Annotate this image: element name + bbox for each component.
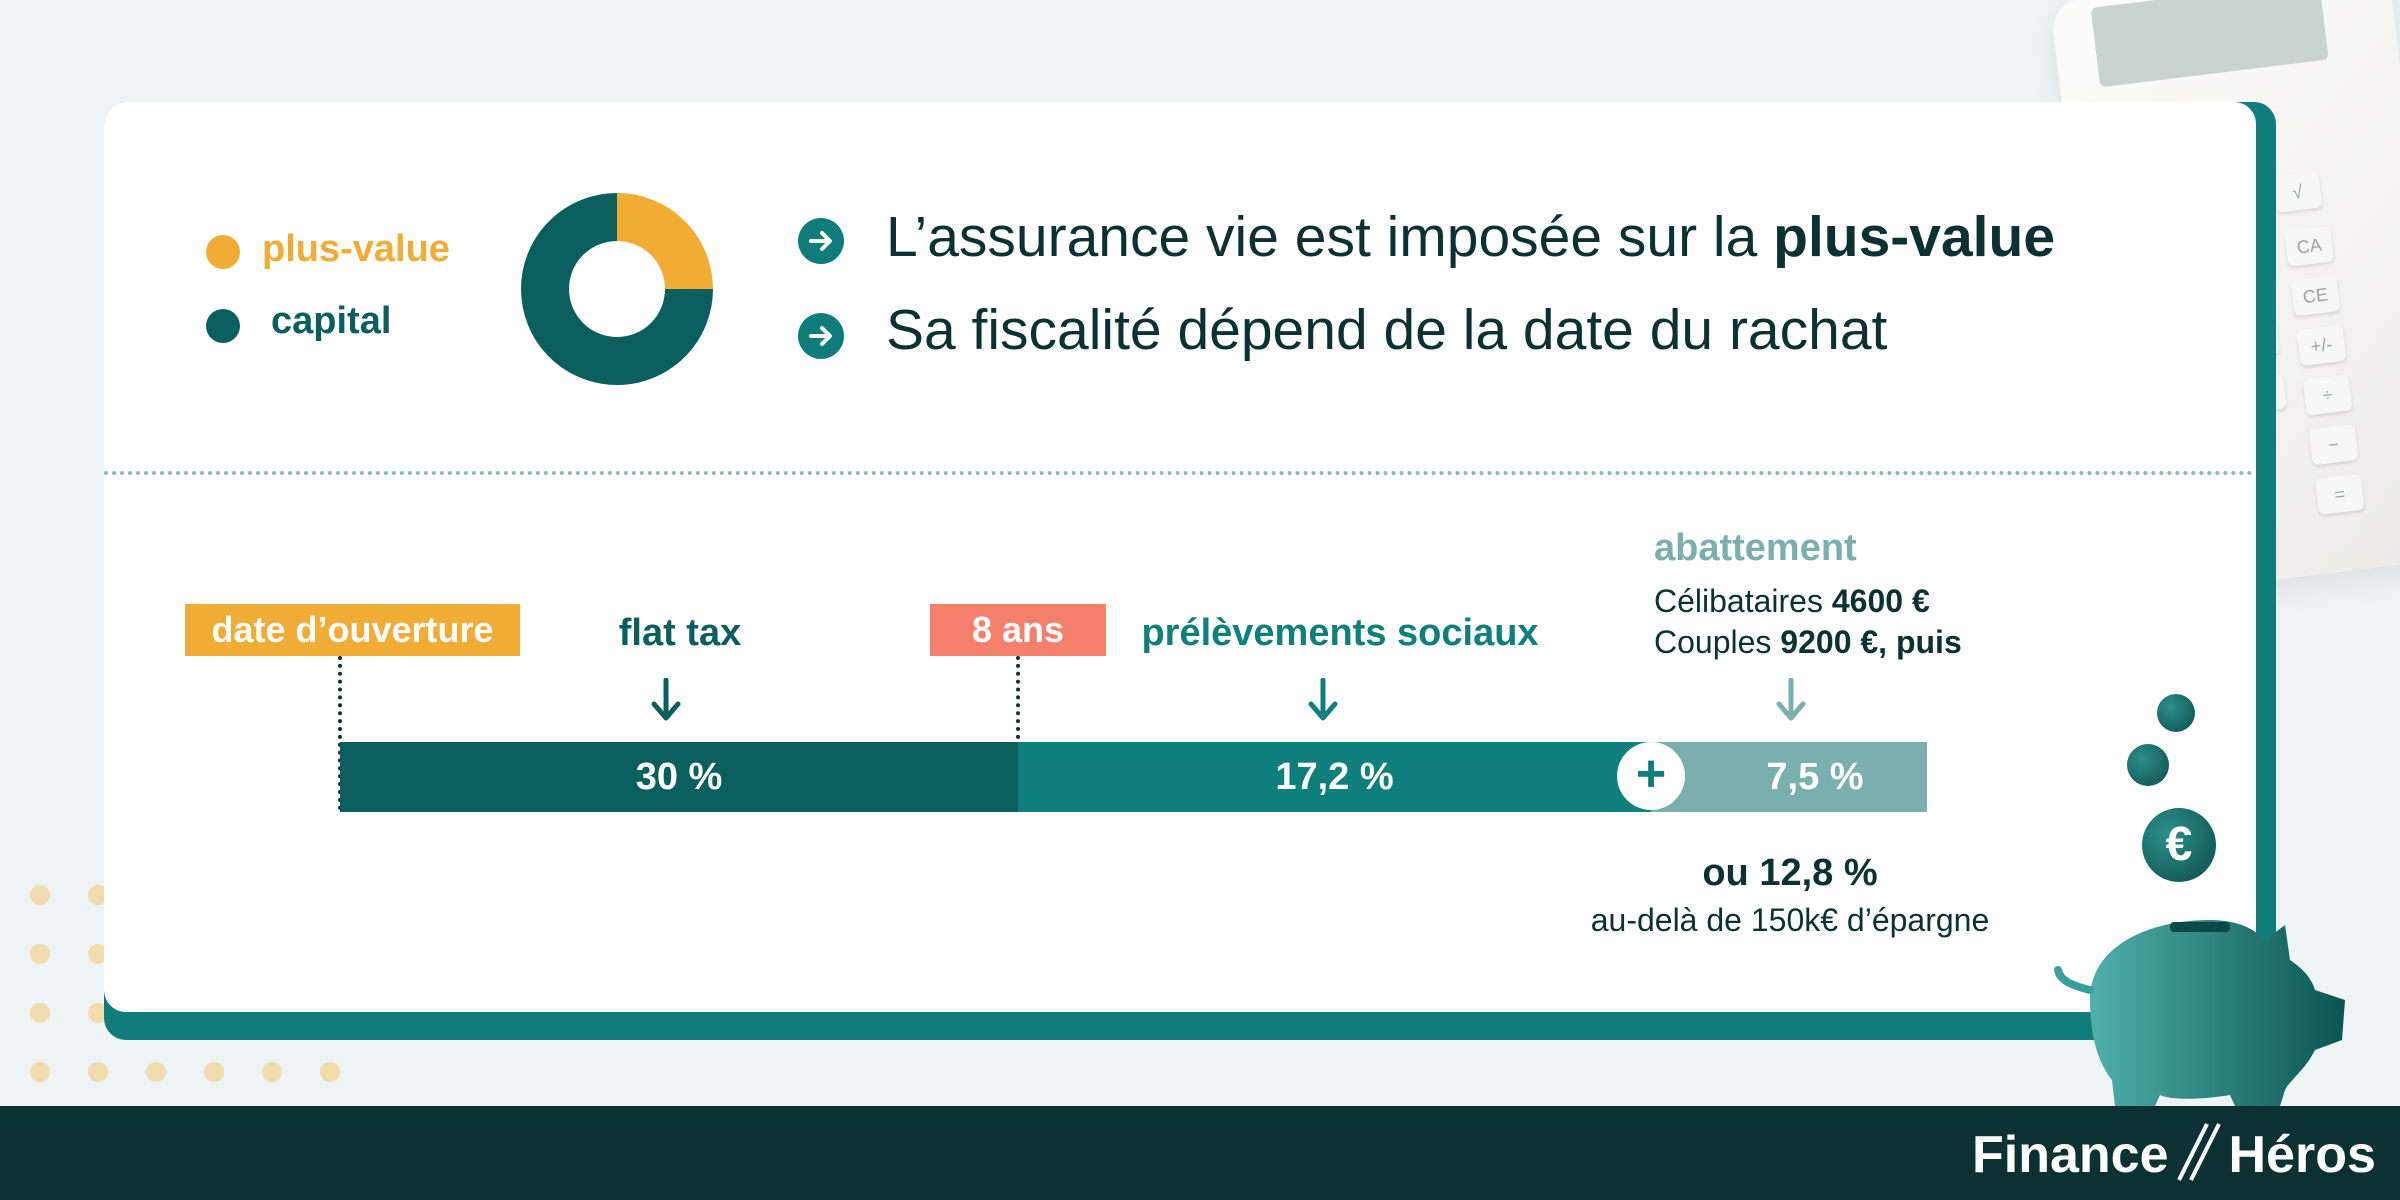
decorative-dot bbox=[88, 1062, 108, 1082]
arrow-down-icon bbox=[1308, 678, 1338, 721]
piggy-bank-icon bbox=[2054, 920, 2345, 1106]
statement-depends-on-date: Sa fiscalité dépend de la date du rachat bbox=[886, 298, 1888, 362]
logo-slash-icon bbox=[2176, 1123, 2221, 1181]
logo-finance: Finance bbox=[1972, 1126, 2169, 1184]
abattement-title: abattement bbox=[1654, 527, 1857, 569]
decorative-dot bbox=[30, 944, 50, 964]
decorative-dot bbox=[30, 1062, 50, 1082]
section-divider bbox=[104, 471, 2254, 475]
calculator-key: − bbox=[2308, 423, 2359, 466]
calculator-key: ÷ bbox=[2302, 374, 2353, 416]
calculator-screen bbox=[2090, 0, 2329, 88]
decorative-dot bbox=[88, 885, 108, 905]
abattement-segment: 7,5 % bbox=[1651, 742, 1927, 812]
arrow-right-circle-icon bbox=[798, 218, 844, 264]
calculator-key: CE bbox=[2290, 275, 2341, 317]
decorative-dot bbox=[30, 1003, 50, 1023]
abattement-couples-amount: 9200 €, puis bbox=[1780, 624, 1962, 660]
arrow-down-icon bbox=[1776, 678, 1806, 721]
abattement-rate: 7,5 % bbox=[1766, 756, 1864, 798]
alternative-rate-note: au-delà de 150k€ d’épargne bbox=[1590, 902, 1990, 938]
arrow-down-icon bbox=[651, 678, 681, 721]
finance-heros-logo: Finance Héros bbox=[1972, 1122, 2376, 1185]
decorative-dot bbox=[88, 944, 108, 964]
decorative-dot bbox=[88, 1003, 108, 1023]
donut-segment-capital bbox=[521, 193, 713, 385]
euro-coin-icon: € bbox=[2142, 808, 2216, 882]
calculator-key: = bbox=[2314, 473, 2365, 515]
capital-legend-label: capital bbox=[271, 300, 392, 342]
calculator-key: √ bbox=[2272, 171, 2323, 213]
abattement-single-label: Célibataires bbox=[1654, 583, 1832, 619]
capital-legend-dot bbox=[206, 309, 240, 343]
social-contributions-label: prélèvements sociaux bbox=[1141, 612, 1539, 654]
flat-tax-segment: 30 % bbox=[340, 742, 1018, 812]
abattement-couples-label: Couples bbox=[1654, 624, 1781, 660]
statement-highlight: plus-value bbox=[1773, 205, 2056, 269]
decorative-dot bbox=[262, 1062, 282, 1082]
logo-heros: Héros bbox=[2228, 1126, 2376, 1184]
coin-icon bbox=[2157, 694, 2195, 732]
social-contributions-segment: 17,2 % bbox=[1018, 742, 1651, 812]
calculator-key: CA bbox=[2284, 225, 2335, 267]
coin-icon bbox=[2127, 744, 2169, 786]
calculator-key: +/- bbox=[2296, 324, 2347, 367]
eight-years-marker-line bbox=[1016, 656, 1020, 810]
abattement-couples: Couples 9200 €, puis bbox=[1654, 624, 1962, 661]
decorative-dot bbox=[204, 1062, 224, 1082]
plus-value-legend-dot bbox=[206, 235, 240, 269]
abattement-single: Célibataires 4600 € bbox=[1654, 583, 1930, 620]
plus-icon: + bbox=[1617, 742, 1685, 810]
decorative-dot bbox=[30, 885, 50, 905]
arrow-right-circle-icon bbox=[798, 313, 844, 359]
decorative-dot bbox=[320, 1062, 340, 1082]
opening-date-marker-line bbox=[338, 656, 342, 810]
statement-taxed-on-plus-value: L’assurance vie est imposée sur la plus-… bbox=[886, 204, 2055, 270]
statement-prefix: L’assurance vie est imposée sur la bbox=[886, 205, 1774, 269]
alternative-rate: ou 12,8 % bbox=[1702, 852, 1878, 894]
abattement-single-amount: 4600 € bbox=[1831, 583, 1930, 619]
decorative-dot bbox=[146, 1062, 166, 1082]
date-ouverture-tag: date d’ouverture bbox=[185, 604, 520, 656]
plus-value-legend-label: plus-value bbox=[262, 228, 450, 270]
plus-value-capital-donut bbox=[521, 193, 713, 385]
info-card bbox=[104, 102, 2256, 1012]
footer-bar bbox=[0, 1106, 2400, 1200]
eight-years-tag: 8 ans bbox=[930, 604, 1106, 656]
flat-tax-label: flat tax bbox=[618, 612, 742, 654]
